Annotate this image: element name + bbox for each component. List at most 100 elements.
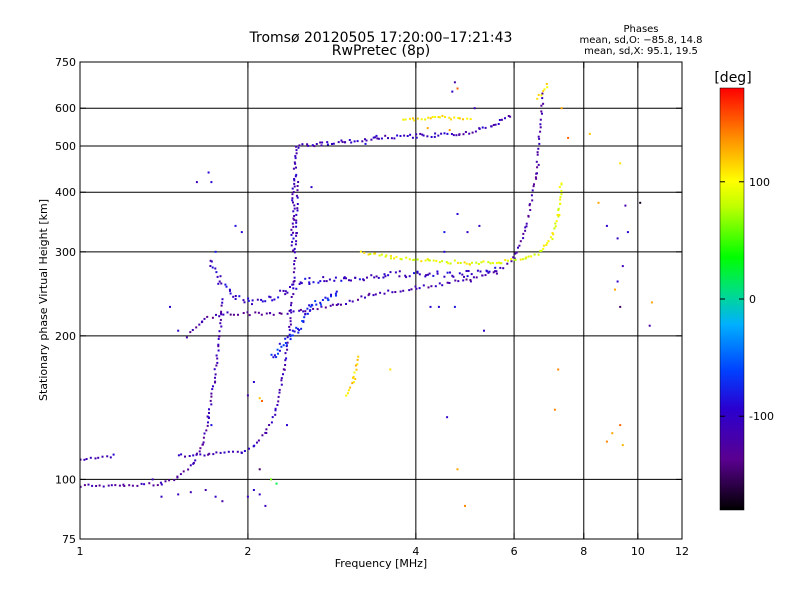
data-point — [551, 232, 554, 234]
data-point — [527, 214, 530, 217]
data-point — [291, 334, 294, 337]
data-point — [448, 282, 451, 284]
data-point — [356, 358, 359, 361]
data-point — [292, 210, 295, 213]
data-point — [151, 478, 154, 481]
data-point — [537, 93, 540, 96]
data-point — [418, 287, 421, 290]
data-point — [396, 134, 399, 137]
data-point — [160, 495, 163, 498]
data-point — [524, 226, 527, 229]
data-point — [311, 144, 314, 147]
data-point — [280, 345, 283, 348]
chart-title: Tromsø 20120505 17:20:00–17:21:43 — [249, 30, 513, 46]
data-point — [246, 394, 249, 397]
data-point — [282, 373, 284, 376]
data-point — [270, 478, 272, 481]
data-point — [429, 305, 432, 308]
data-point — [352, 381, 355, 384]
data-point — [377, 137, 380, 140]
data-point — [410, 288, 413, 291]
data-point — [345, 303, 347, 305]
data-point — [195, 453, 198, 456]
data-point — [487, 271, 490, 274]
data-point — [444, 116, 446, 118]
data-point — [619, 305, 622, 308]
data-point — [385, 254, 388, 257]
data-point — [270, 421, 273, 424]
data-point — [447, 262, 450, 265]
data-point — [238, 295, 241, 298]
data-point — [471, 261, 473, 264]
data-point — [416, 270, 419, 273]
data-point — [335, 290, 338, 293]
data-point — [228, 288, 231, 291]
data-point — [118, 484, 121, 487]
data-point — [304, 313, 307, 316]
data-point — [288, 328, 291, 331]
data-point — [295, 221, 298, 224]
data-point — [216, 357, 219, 360]
data-point — [453, 305, 456, 308]
data-point — [395, 255, 398, 258]
data-point — [110, 484, 113, 487]
data-point — [173, 479, 176, 482]
data-point — [294, 155, 297, 158]
data-point — [189, 464, 192, 467]
data-point — [143, 483, 146, 486]
data-point — [337, 141, 340, 144]
data-point — [542, 90, 545, 93]
data-point — [551, 238, 554, 241]
data-point — [203, 432, 206, 435]
data-point — [280, 379, 283, 382]
data-point — [264, 504, 267, 507]
data-point — [284, 364, 287, 366]
data-point — [463, 275, 465, 278]
data-point — [471, 131, 474, 134]
data-point — [421, 133, 424, 136]
data-point — [428, 259, 431, 262]
data-point — [292, 217, 295, 220]
data-point — [290, 301, 293, 304]
data-point — [528, 203, 531, 206]
data-point — [260, 313, 263, 316]
plot-frame — [79, 61, 683, 540]
data-point — [123, 485, 126, 487]
data-point — [464, 504, 466, 507]
data-point — [431, 116, 434, 118]
data-point — [295, 173, 298, 176]
data-point — [292, 167, 295, 170]
data-point — [408, 289, 411, 292]
data-point — [448, 116, 451, 119]
data-point — [293, 263, 295, 266]
data-point — [353, 140, 356, 143]
data-point — [555, 220, 558, 223]
data-point — [292, 287, 295, 290]
data-point — [468, 263, 471, 266]
data-point — [296, 189, 299, 192]
data-point — [536, 166, 539, 169]
data-point — [202, 441, 205, 444]
data-point — [456, 87, 459, 90]
data-point — [605, 440, 608, 443]
data-point — [304, 310, 307, 313]
data-point — [295, 225, 298, 228]
data-point — [252, 489, 255, 491]
data-point — [203, 454, 206, 457]
data-point — [558, 186, 561, 189]
data-point — [553, 227, 556, 230]
data-point — [293, 207, 296, 210]
x-tick-label: 10 — [631, 545, 645, 558]
data-point — [402, 118, 405, 121]
data-point — [251, 299, 254, 302]
data-point — [413, 258, 416, 261]
data-point — [282, 344, 285, 347]
data-point — [502, 267, 505, 270]
data-point — [367, 294, 370, 297]
data-point — [252, 381, 255, 383]
data-point — [359, 250, 362, 253]
data-point — [286, 341, 289, 344]
data-point — [290, 296, 293, 298]
data-point — [390, 257, 392, 260]
data-point — [335, 294, 337, 297]
